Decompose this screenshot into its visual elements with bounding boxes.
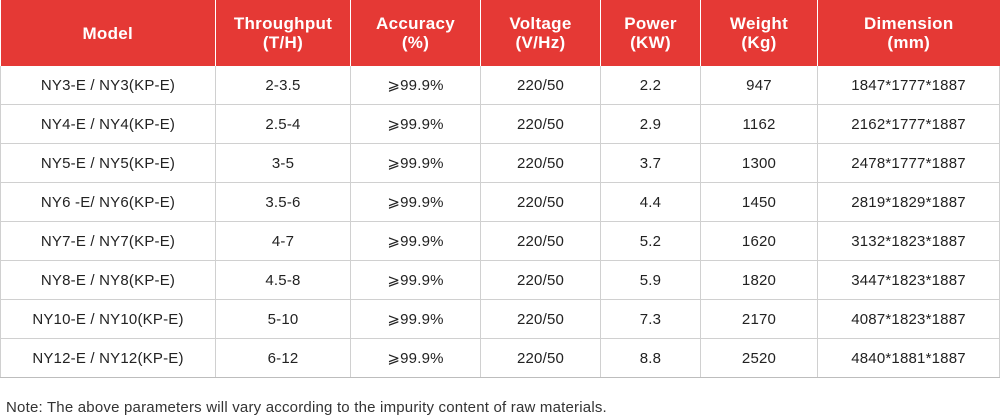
- cell-dimension: 3447*1823*1887: [817, 260, 1000, 300]
- cell-dimension: 3132*1823*1887: [817, 221, 1000, 261]
- table-row: NY10-E / NY10(KP-E) 5-10 ⩾99.9% 220/50 7…: [0, 299, 1000, 339]
- cell-weight: 1620: [700, 221, 818, 261]
- cell-weight: 1450: [700, 182, 818, 222]
- header-voltage-label: Voltage: [509, 14, 572, 33]
- cell-weight: 1162: [700, 104, 818, 144]
- cell-throughput: 2-3.5: [215, 66, 351, 105]
- header-dimension-unit: (mm): [887, 33, 931, 52]
- cell-voltage: 220/50: [480, 104, 601, 144]
- cell-power: 2.9: [600, 104, 701, 144]
- cell-accuracy: ⩾99.9%: [350, 338, 481, 378]
- cell-dimension: 1847*1777*1887: [817, 66, 1000, 105]
- cell-power: 5.2: [600, 221, 701, 261]
- footnote: Note: The above parameters will vary acc…: [6, 399, 607, 416]
- cell-model: NY4-E / NY4(KP-E): [0, 104, 216, 144]
- table-row: NY8-E / NY8(KP-E) 4.5-8 ⩾99.9% 220/50 5.…: [0, 260, 1000, 300]
- header-model: Model: [0, 0, 216, 66]
- header-accuracy: Accuracy (%): [350, 0, 481, 66]
- cell-accuracy: ⩾99.9%: [350, 182, 481, 222]
- cell-voltage: 220/50: [480, 338, 601, 378]
- cell-dimension: 4840*1881*1887: [817, 338, 1000, 378]
- cell-accuracy: ⩾99.9%: [350, 143, 481, 183]
- table-row: NY3-E / NY3(KP-E) 2-3.5 ⩾99.9% 220/50 2.…: [0, 66, 1000, 105]
- cell-power: 4.4: [600, 182, 701, 222]
- cell-weight: 2520: [700, 338, 818, 378]
- cell-throughput: 4-7: [215, 221, 351, 261]
- cell-model: NY8-E / NY8(KP-E): [0, 260, 216, 300]
- cell-dimension: 2819*1829*1887: [817, 182, 1000, 222]
- cell-voltage: 220/50: [480, 260, 601, 300]
- header-power-label: Power: [624, 14, 677, 33]
- cell-power: 5.9: [600, 260, 701, 300]
- header-dimension-label: Dimension: [863, 14, 954, 33]
- cell-voltage: 220/50: [480, 182, 601, 222]
- cell-weight: 2170: [700, 299, 818, 339]
- cell-accuracy: ⩾99.9%: [350, 260, 481, 300]
- cell-throughput: 4.5-8: [215, 260, 351, 300]
- header-weight-label: Weight: [729, 14, 789, 33]
- cell-model: NY5-E / NY5(KP-E): [0, 143, 216, 183]
- cell-power: 8.8: [600, 338, 701, 378]
- cell-model: NY3-E / NY3(KP-E): [0, 66, 216, 105]
- cell-throughput: 3.5-6: [215, 182, 351, 222]
- cell-throughput: 6-12: [215, 338, 351, 378]
- cell-dimension: 2478*1777*1887: [817, 143, 1000, 183]
- header-voltage-unit: (V/Hz): [515, 33, 566, 52]
- header-accuracy-unit: (%): [401, 33, 430, 52]
- cell-throughput: 3-5: [215, 143, 351, 183]
- cell-accuracy: ⩾99.9%: [350, 104, 481, 144]
- cell-power: 7.3: [600, 299, 701, 339]
- cell-dimension: 4087*1823*1887: [817, 299, 1000, 339]
- cell-model: NY7-E / NY7(KP-E): [0, 221, 216, 261]
- header-power: Power (KW): [600, 0, 701, 66]
- header-dimension: Dimension (mm): [817, 0, 1000, 66]
- cell-throughput: 5-10: [215, 299, 351, 339]
- cell-voltage: 220/50: [480, 143, 601, 183]
- header-throughput-unit: (T/H): [262, 33, 304, 52]
- cell-accuracy: ⩾99.9%: [350, 221, 481, 261]
- header-power-unit: (KW): [630, 33, 671, 52]
- header-model-label: Model: [82, 23, 134, 43]
- table-row: NY6 -E/ NY6(KP-E) 3.5-6 ⩾99.9% 220/50 4.…: [0, 182, 1000, 222]
- cell-voltage: 220/50: [480, 66, 601, 105]
- cell-dimension: 2162*1777*1887: [817, 104, 1000, 144]
- cell-weight: 1300: [700, 143, 818, 183]
- cell-accuracy: ⩾99.9%: [350, 66, 481, 105]
- spec-table: Model Throughput (T/H) Accuracy (%) Volt…: [0, 0, 1000, 378]
- table-row: NY4-E / NY4(KP-E) 2.5-4 ⩾99.9% 220/50 2.…: [0, 104, 1000, 144]
- table-row: NY7-E / NY7(KP-E) 4-7 ⩾99.9% 220/50 5.2 …: [0, 221, 1000, 261]
- cell-weight: 947: [700, 66, 818, 105]
- header-accuracy-label: Accuracy: [376, 14, 455, 33]
- cell-power: 2.2: [600, 66, 701, 105]
- cell-throughput: 2.5-4: [215, 104, 351, 144]
- header-row: Model Throughput (T/H) Accuracy (%) Volt…: [0, 0, 1000, 66]
- cell-voltage: 220/50: [480, 299, 601, 339]
- cell-weight: 1820: [700, 260, 818, 300]
- header-voltage: Voltage (V/Hz): [480, 0, 601, 66]
- cell-voltage: 220/50: [480, 221, 601, 261]
- table-row: NY5-E / NY5(KP-E) 3-5 ⩾99.9% 220/50 3.7 …: [0, 143, 1000, 183]
- header-weight: Weight (Kg): [700, 0, 818, 66]
- header-throughput: Throughput (T/H): [215, 0, 351, 66]
- cell-accuracy: ⩾99.9%: [350, 299, 481, 339]
- header-weight-unit: (Kg): [741, 33, 777, 52]
- cell-power: 3.7: [600, 143, 701, 183]
- cell-model: NY6 -E/ NY6(KP-E): [0, 182, 216, 222]
- cell-model: NY10-E / NY10(KP-E): [0, 299, 216, 339]
- table-row: NY12-E / NY12(KP-E) 6-12 ⩾99.9% 220/50 8…: [0, 338, 1000, 378]
- header-throughput-label: Throughput: [233, 14, 333, 33]
- cell-model: NY12-E / NY12(KP-E): [0, 338, 216, 378]
